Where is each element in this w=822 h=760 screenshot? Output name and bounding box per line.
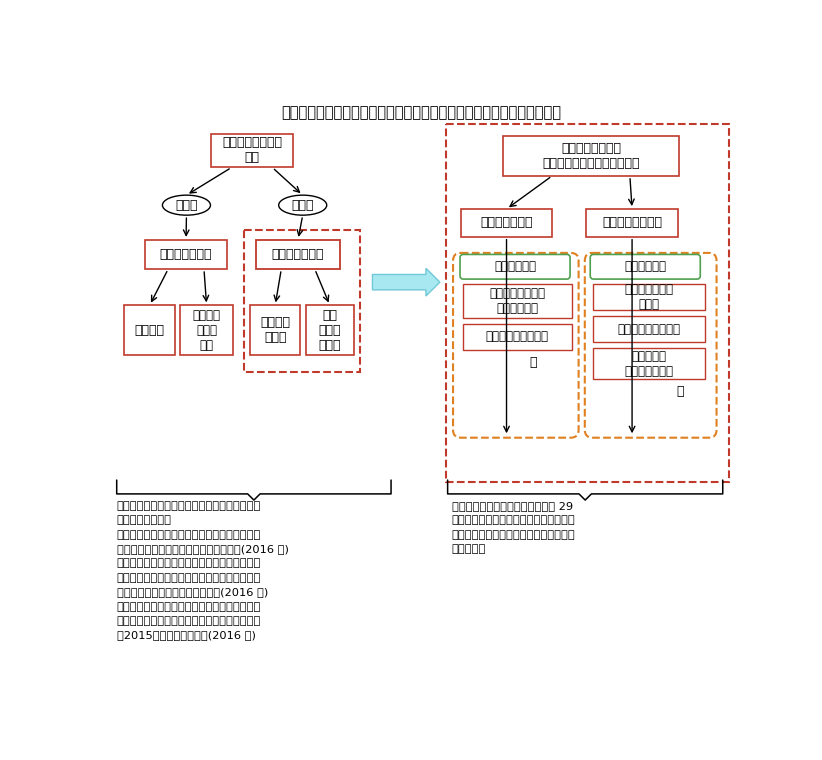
FancyBboxPatch shape [586, 209, 678, 236]
Text: モチベーション
の向上: モチベーション の向上 [624, 283, 673, 311]
FancyBboxPatch shape [256, 240, 340, 269]
Ellipse shape [279, 195, 326, 215]
Text: 高度人材の確保: 高度人材の確保 [480, 217, 533, 230]
FancyBboxPatch shape [461, 209, 552, 236]
Text: 人材
マネジ
メント: 人材 マネジ メント [319, 309, 341, 352]
FancyBboxPatch shape [502, 136, 679, 176]
FancyBboxPatch shape [593, 316, 705, 342]
Text: ハード面の投資: ハード面の投資 [159, 248, 212, 261]
Text: 仮説１: 仮説１ [175, 198, 198, 212]
Text: 能力のある従業員
（プロフェッショナル人材）: 能力のある従業員 （プロフェッショナル人材） [543, 142, 640, 170]
Polygon shape [372, 268, 440, 296]
Text: 先進的な
機械の
取得: 先進的な 機械の 取得 [192, 309, 220, 352]
Text: 仮説２: 仮説２ [292, 198, 314, 212]
Text: 人材育成・能力開発: 人材育成・能力開発 [617, 323, 681, 336]
FancyBboxPatch shape [145, 240, 227, 269]
Text: 等: 等 [529, 356, 537, 369]
Text: 付２－（２）－１図　企業におけるイノベーションの実現と施策の関係: 付２－（２）－１図 企業におけるイノベーションの実現と施策の関係 [281, 105, 561, 120]
FancyBboxPatch shape [180, 306, 233, 356]
FancyBboxPatch shape [463, 283, 571, 318]
Text: 働きやすい
労働環境の整備: 働きやすい 労働環境の整備 [624, 350, 673, 378]
Text: 研究開発: 研究開発 [135, 324, 164, 337]
FancyBboxPatch shape [211, 134, 293, 167]
FancyBboxPatch shape [306, 306, 353, 356]
Text: 具体的な施策: 具体的な施策 [624, 260, 667, 274]
Text: 人材マネジメント: 人材マネジメント [602, 217, 662, 230]
Text: ソフト面の投資: ソフト面の投資 [272, 248, 325, 261]
FancyBboxPatch shape [593, 283, 705, 310]
FancyBboxPatch shape [124, 306, 175, 356]
Text: イノベーションの
実現: イノベーションの 実現 [222, 137, 282, 164]
Text: 具体的な施策: 具体的な施策 [494, 260, 536, 274]
Text: 等: 等 [676, 385, 683, 398]
FancyBboxPatch shape [463, 324, 571, 350]
FancyBboxPatch shape [593, 348, 705, 379]
Text: 大卒・大学院卒の
従業員の確保: 大卒・大学院卒の 従業員の確保 [489, 287, 545, 315]
FancyBboxPatch shape [250, 306, 300, 356]
FancyBboxPatch shape [590, 255, 700, 279]
Text: 左図における要素について「平成 29
年版労働経済の分析」で具体的な施策の
例として分析対象としているものを列挙
している。: 左図における要素について「平成 29 年版労働経済の分析」で具体的な施策の 例と… [451, 501, 575, 554]
Ellipse shape [163, 195, 210, 215]
Text: 他企業との人材交流: 他企業との人材交流 [486, 331, 549, 344]
Text: 高度人材
の確保: 高度人材 の確保 [261, 316, 290, 344]
FancyBboxPatch shape [460, 255, 570, 279]
Text: 下記の資料を参考に厚生労働省労働政策担当参
事官室にて作成。
・文部科学省科学技術・学術政策研究所「第４
　回全国イノベーション調査統計報告」(2016 年)
: 下記の資料を参考に厚生労働省労働政策担当参 事官室にて作成。 ・文部科学省科学技… [117, 501, 289, 641]
